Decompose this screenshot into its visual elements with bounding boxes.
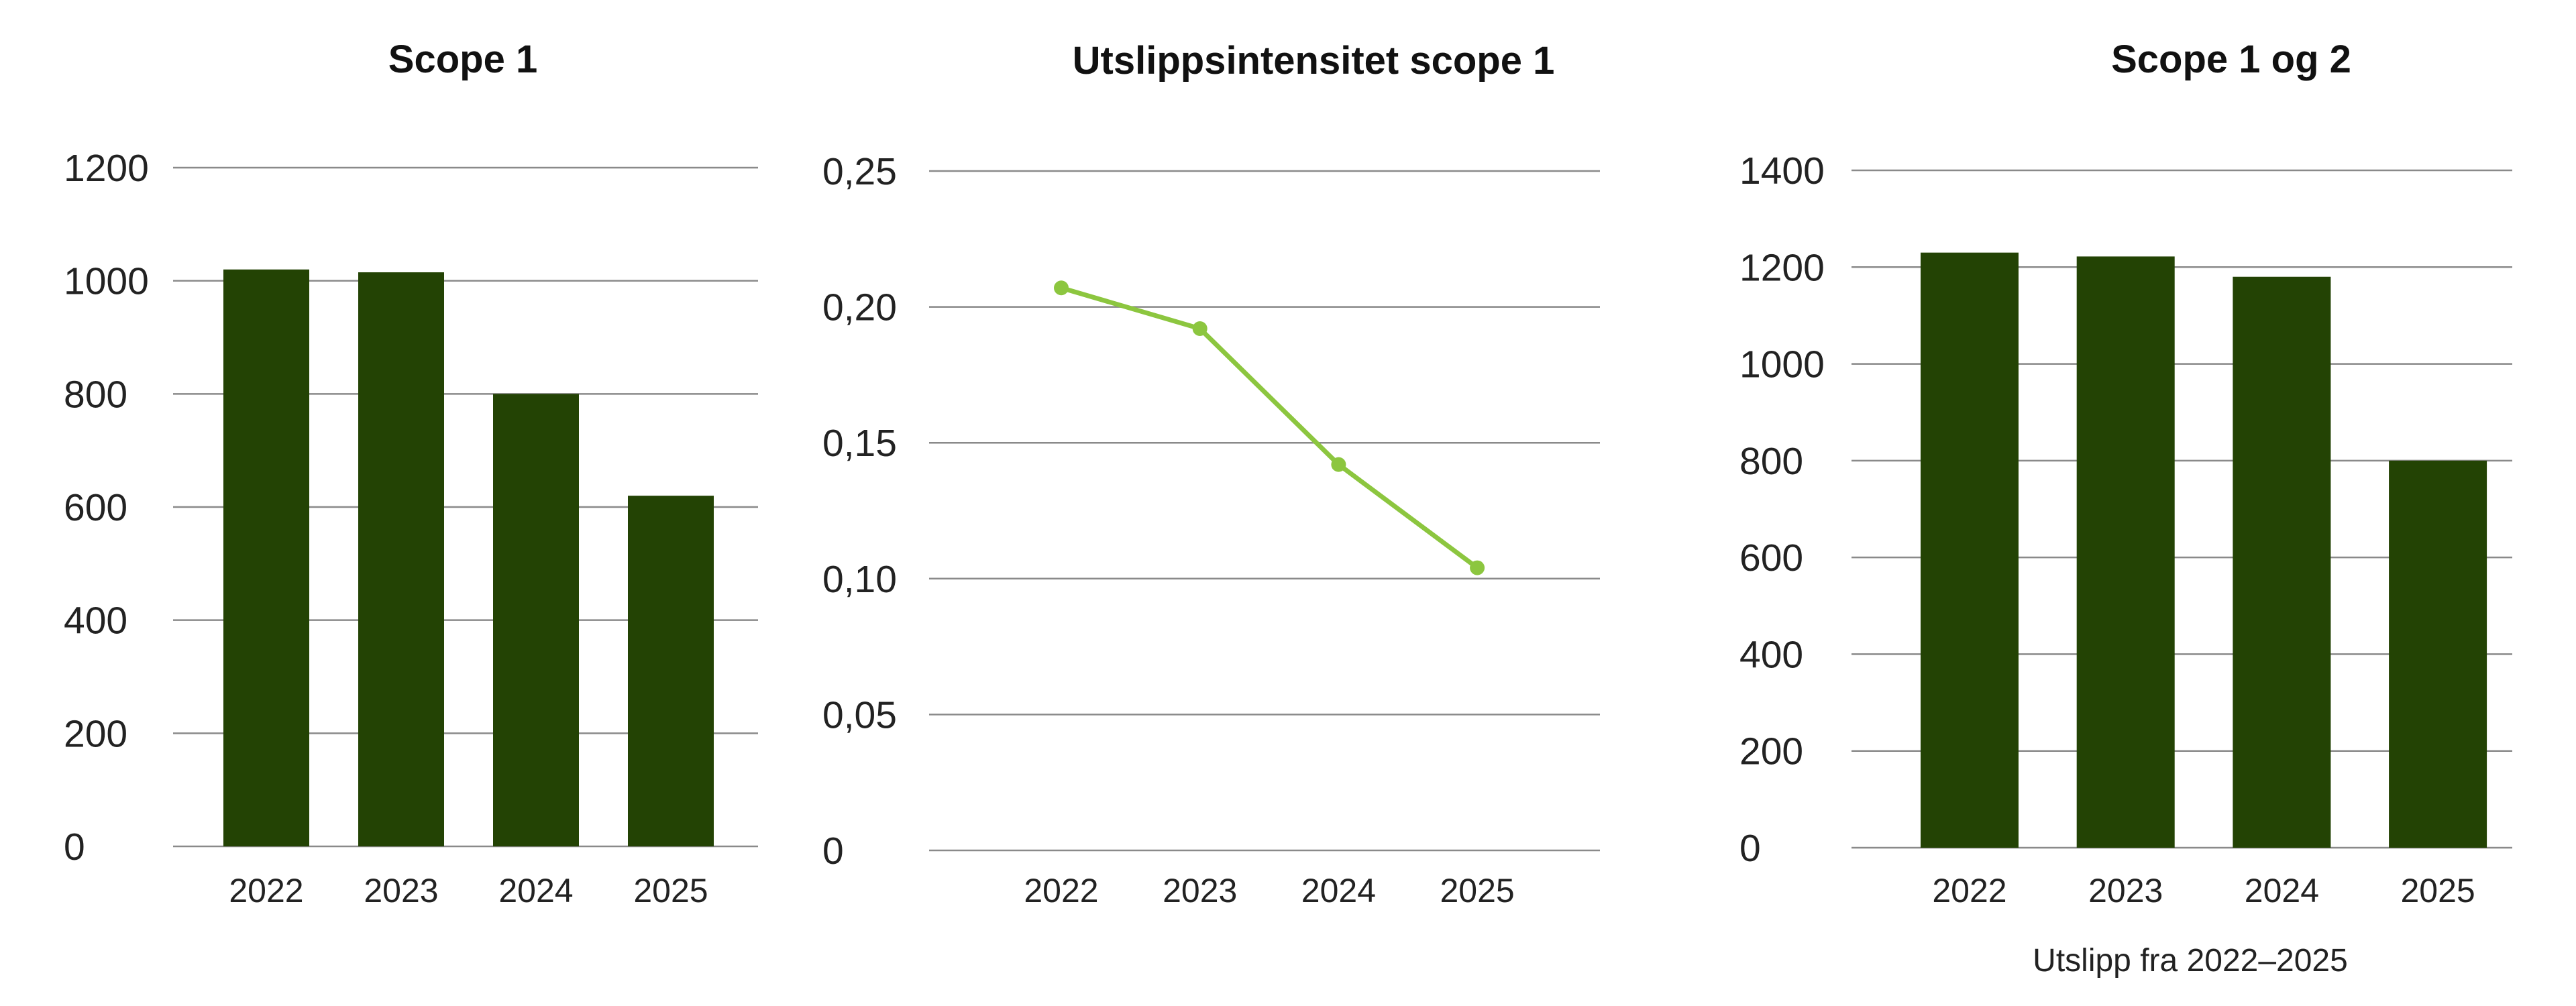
y-tick-label: 400 bbox=[64, 600, 127, 642]
scope1-title: Scope 1 bbox=[388, 38, 537, 81]
y-tick-label: 0,15 bbox=[822, 422, 897, 465]
y-tick-label: 0 bbox=[822, 830, 844, 873]
chart-caption: Utslipp fra 2022–2025 bbox=[2033, 943, 2348, 979]
y-tick-label: 0 bbox=[1739, 827, 1761, 870]
y-tick-label: 0,10 bbox=[822, 558, 897, 601]
y-tick-label: 0 bbox=[64, 826, 85, 869]
bar-2022 bbox=[1921, 252, 2019, 848]
scope1-og-2-title: Scope 1 og 2 bbox=[2111, 38, 2351, 81]
y-tick-label: 1400 bbox=[1739, 150, 1825, 192]
x-tick-label: 2023 bbox=[1163, 872, 1237, 909]
x-tick-label: 2024 bbox=[2245, 872, 2319, 909]
scope1-chart: Scope 1 0 200 400 600 800 1000 1200 2022 2023 202… bbox=[64, 38, 758, 909]
x-tick-label: 2023 bbox=[364, 872, 438, 909]
bar-2023 bbox=[358, 272, 444, 846]
point-2024 bbox=[1331, 457, 1346, 472]
scope1-og-2-chart: Scope 1 og 2 0 200 400 600 800 1000 1200 1400 20… bbox=[1739, 38, 2512, 909]
bar-2023 bbox=[2076, 256, 2175, 848]
bar-2024 bbox=[2233, 276, 2331, 848]
x-tick-label: 2024 bbox=[498, 872, 573, 909]
y-tick-label: 800 bbox=[1739, 440, 1803, 483]
y-tick-label: 800 bbox=[64, 373, 127, 416]
y-tick-label: 0,20 bbox=[822, 286, 897, 329]
y-tick-label: 600 bbox=[1739, 537, 1803, 579]
y-tick-label: 1000 bbox=[1739, 343, 1825, 386]
bar-2025 bbox=[628, 496, 714, 846]
y-tick-label: 0,05 bbox=[822, 693, 897, 736]
y-tick-label: 1200 bbox=[1739, 246, 1825, 289]
y-tick-label: 200 bbox=[1739, 730, 1803, 773]
intensity-chart: Utslippsintensitet scope 1 0 0,05 0,10 0,15… bbox=[822, 39, 1600, 909]
y-tick-label: 200 bbox=[64, 712, 127, 755]
point-2023 bbox=[1192, 321, 1208, 337]
x-tick-label: 2022 bbox=[1024, 872, 1098, 909]
y-tick-label: 1000 bbox=[64, 260, 149, 303]
bar-2025 bbox=[2389, 460, 2487, 848]
point-2022 bbox=[1054, 280, 1069, 296]
x-tick-label: 2022 bbox=[229, 872, 303, 909]
y-tick-label: 400 bbox=[1739, 633, 1803, 676]
bar-2024 bbox=[493, 394, 579, 846]
x-tick-label: 2025 bbox=[633, 872, 708, 909]
point-2025 bbox=[1470, 560, 1485, 575]
x-tick-label: 2023 bbox=[2088, 872, 2163, 909]
line-series bbox=[1061, 285, 1479, 570]
y-tick-label: 0,25 bbox=[822, 150, 897, 193]
x-tick-label: 2025 bbox=[2400, 872, 2475, 909]
y-tick-label: 600 bbox=[64, 486, 127, 529]
bar-2022 bbox=[223, 269, 309, 846]
y-tick-label: 1200 bbox=[64, 147, 149, 190]
intensity-title: Utslippsintensitet scope 1 bbox=[1073, 39, 1555, 82]
x-tick-label: 2025 bbox=[1440, 872, 1514, 909]
x-tick-label: 2022 bbox=[1932, 872, 2006, 909]
x-tick-label: 2024 bbox=[1301, 872, 1376, 909]
